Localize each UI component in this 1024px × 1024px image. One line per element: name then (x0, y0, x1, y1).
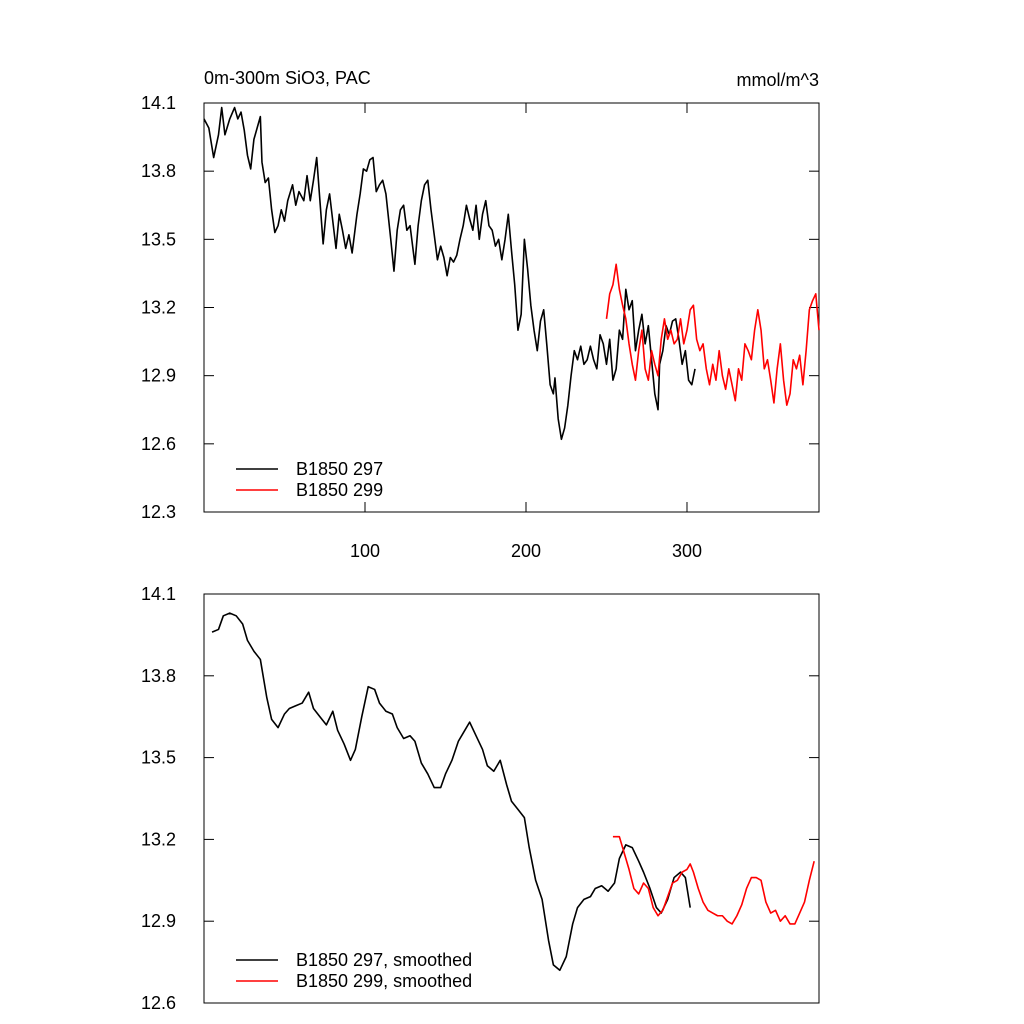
x-tick-label: 300 (672, 541, 702, 561)
y-tick-label: 12.9 (141, 911, 176, 931)
units-label: mmol/m^3 (737, 70, 819, 90)
y-tick-label: 12.3 (141, 502, 176, 522)
series-line (605, 263, 820, 407)
y-tick-label: 13.5 (141, 748, 176, 768)
y-tick-label: 12.6 (141, 434, 176, 454)
series-line (203, 106, 696, 441)
x-tick-label: 100 (350, 541, 380, 561)
legend-label: B1850 299, smoothed (296, 971, 472, 991)
legend-label: B1850 297, smoothed (296, 950, 472, 970)
y-tick-label: 13.2 (141, 298, 176, 318)
y-tick-label: 13.2 (141, 829, 176, 849)
legend-label: B1850 299 (296, 480, 383, 500)
y-tick-label: 12.6 (141, 993, 176, 1013)
y-tick-label: 12.9 (141, 366, 176, 386)
y-tick-label: 14.1 (141, 584, 176, 604)
series-line (211, 612, 691, 972)
x-tick-label: 200 (511, 541, 541, 561)
series-line (612, 835, 815, 925)
y-tick-label: 14.1 (141, 93, 176, 113)
plot-frame (203, 593, 820, 1004)
chart-title: 0m-300m SiO3, PAC (204, 68, 371, 88)
y-tick-label: 13.8 (141, 666, 176, 686)
legend-label: B1850 297 (296, 459, 383, 479)
y-tick-label: 13.8 (141, 161, 176, 181)
y-tick-label: 13.5 (141, 229, 176, 249)
